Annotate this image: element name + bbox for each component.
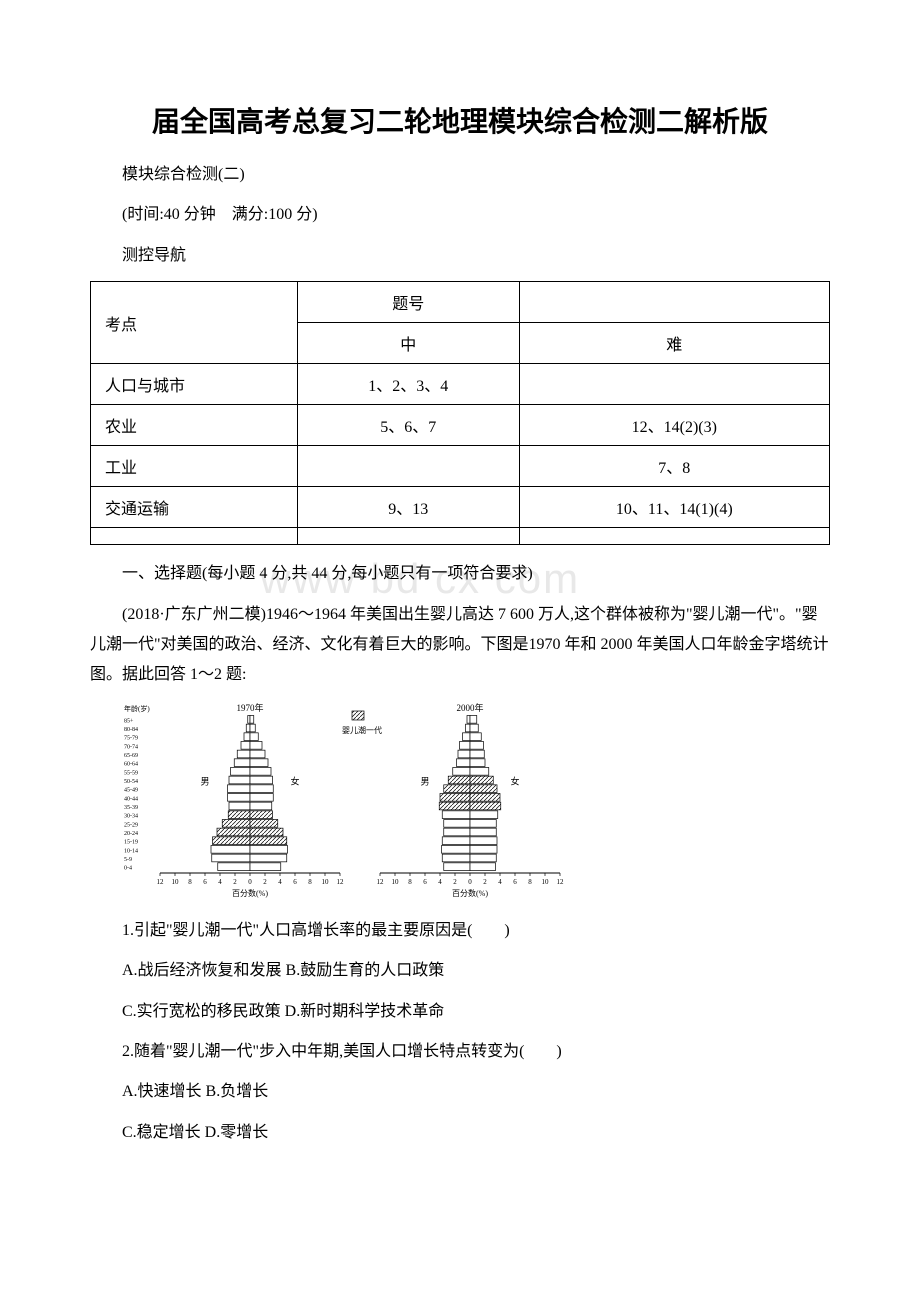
svg-text:2000年: 2000年 <box>456 702 483 713</box>
pyramid-svg: 年龄(岁) 85+ 80-84 75-79 70-74 65-69 60-64 55-59 50… <box>120 701 590 901</box>
svg-text:10-14: 10-14 <box>124 848 138 854</box>
table-header-zhong: 中 <box>297 323 519 364</box>
svg-text:8: 8 <box>408 878 412 886</box>
svg-text:4: 4 <box>278 878 282 886</box>
q2-options-cd: C.稳定增长 D.零增长 <box>90 1118 830 1148</box>
table-header-nan: 难 <box>519 323 829 364</box>
svg-text:30-34: 30-34 <box>124 813 138 819</box>
svg-text:85+: 85+ <box>124 718 134 724</box>
table-cell-hard <box>519 528 829 545</box>
svg-text:10: 10 <box>392 878 400 886</box>
svg-text:女: 女 <box>510 775 519 786</box>
svg-text:5-9: 5-9 <box>124 857 132 863</box>
svg-text:4: 4 <box>218 878 222 886</box>
q1-options-cd: C.实行宽松的移民政策 D.新时期科学技术革命 <box>90 997 830 1027</box>
svg-text:6: 6 <box>513 878 517 886</box>
svg-text:20-24: 20-24 <box>124 831 138 837</box>
svg-text:25-29: 25-29 <box>124 822 138 828</box>
svg-text:2: 2 <box>263 878 267 886</box>
svg-text:10: 10 <box>322 878 330 886</box>
svg-text:8: 8 <box>308 878 312 886</box>
table-cell-mid: 9、13 <box>297 487 519 528</box>
table-row: 人口与城市 1、2、3、4 <box>91 364 830 405</box>
svg-text:0: 0 <box>468 878 472 886</box>
svg-text:女: 女 <box>290 775 299 786</box>
table-cell-topic: 工业 <box>91 446 298 487</box>
table-header-kaodian: 考点 <box>91 282 298 364</box>
svg-text:60-64: 60-64 <box>124 761 138 767</box>
table-row: 农业 5、6、7 12、14(2)(3) <box>91 405 830 446</box>
table-header-tihao: 题号 <box>297 282 519 323</box>
svg-text:10: 10 <box>172 878 180 886</box>
population-pyramid-chart: 年龄(岁) 85+ 80-84 75-79 70-74 65-69 60-64 55-59 50… <box>120 701 830 906</box>
table-cell-empty <box>519 282 829 323</box>
svg-text:6: 6 <box>293 878 297 886</box>
table-row: 工业 7、8 <box>91 446 830 487</box>
svg-text:2: 2 <box>233 878 237 886</box>
table-cell-topic: 农业 <box>91 405 298 446</box>
svg-text:65-69: 65-69 <box>124 753 138 759</box>
q2-stem: 2.随着"婴儿潮一代"步入中年期,美国人口增长特点转变为( ) <box>90 1037 830 1067</box>
svg-text:男: 男 <box>200 776 209 786</box>
svg-text:45-49: 45-49 <box>124 787 138 793</box>
table-cell-topic: 交通运输 <box>91 487 298 528</box>
svg-text:男: 男 <box>420 776 429 786</box>
table-cell-topic <box>91 528 298 545</box>
svg-text:55-59: 55-59 <box>124 770 138 776</box>
svg-text:4: 4 <box>498 878 502 886</box>
svg-text:50-54: 50-54 <box>124 779 138 785</box>
svg-text:百分数(%): 百分数(%) <box>452 888 488 898</box>
passage-text: (2018·广东广州二模)1946～1964 年美国出生婴儿高达 7 600 万… <box>90 600 830 691</box>
table-cell-hard: 12、14(2)(3) <box>519 405 829 446</box>
svg-text:8: 8 <box>528 878 532 886</box>
table-cell-topic: 人口与城市 <box>91 364 298 405</box>
svg-text:8: 8 <box>188 878 192 886</box>
table-cell-mid: 1、2、3、4 <box>297 364 519 405</box>
page-title: 届全国高考总复习二轮地理模块综合检测二解析版 <box>90 100 830 140</box>
svg-text:70-74: 70-74 <box>124 744 138 750</box>
table-cell-hard: 10、11、14(1)(4) <box>519 487 829 528</box>
table-cell-mid <box>297 528 519 545</box>
svg-text:百分数(%): 百分数(%) <box>232 888 268 898</box>
table-cell-mid <box>297 446 519 487</box>
table-row: 交通运输 9、13 10、11、14(1)(4) <box>91 487 830 528</box>
nav-label: 测控导航 <box>90 241 830 271</box>
svg-text:15-19: 15-19 <box>124 839 138 845</box>
q2-options-ab: A.快速增长 B.负增长 <box>90 1077 830 1107</box>
svg-text:12: 12 <box>557 878 565 886</box>
svg-text:6: 6 <box>423 878 427 886</box>
q1-stem: 1.引起"婴儿潮一代"人口高增长率的最主要原因是( ) <box>90 916 830 946</box>
table-row <box>91 528 830 545</box>
svg-text:年龄(岁): 年龄(岁) <box>124 704 150 713</box>
svg-text:12: 12 <box>377 878 385 886</box>
svg-text:0-4: 0-4 <box>124 865 132 871</box>
svg-text:2: 2 <box>453 878 457 886</box>
svg-text:婴儿潮一代: 婴儿潮一代 <box>342 725 382 735</box>
svg-text:75-79: 75-79 <box>124 735 138 741</box>
table-cell-mid: 5、6、7 <box>297 405 519 446</box>
svg-text:80-84: 80-84 <box>124 727 138 733</box>
section-heading: 一、选择题(每小题 4 分,共 44 分,每小题只有一项符合要求) <box>90 559 830 589</box>
svg-text:12: 12 <box>337 878 345 886</box>
q1-options-ab: A.战后经济恢复和发展 B.鼓励生育的人口政策 <box>90 956 830 986</box>
timing-info: (时间:40 分钟 满分:100 分) <box>90 200 830 230</box>
svg-text:12: 12 <box>157 878 165 886</box>
svg-text:2: 2 <box>483 878 487 886</box>
topic-table: 考点 题号 中 难 人口与城市 1、2、3、4 农业 5、6、7 12、14(2… <box>90 281 830 545</box>
svg-text:0: 0 <box>248 878 252 886</box>
table-cell-hard <box>519 364 829 405</box>
svg-text:35-39: 35-39 <box>124 805 138 811</box>
subheading: 模块综合检测(二) <box>90 160 830 190</box>
svg-text:6: 6 <box>203 878 207 886</box>
svg-text:40-44: 40-44 <box>124 796 138 802</box>
table-cell-hard: 7、8 <box>519 446 829 487</box>
svg-text:4: 4 <box>438 878 442 886</box>
svg-text:10: 10 <box>542 878 550 886</box>
table-row: 考点 题号 <box>91 282 830 323</box>
svg-text:1970年: 1970年 <box>236 702 263 713</box>
